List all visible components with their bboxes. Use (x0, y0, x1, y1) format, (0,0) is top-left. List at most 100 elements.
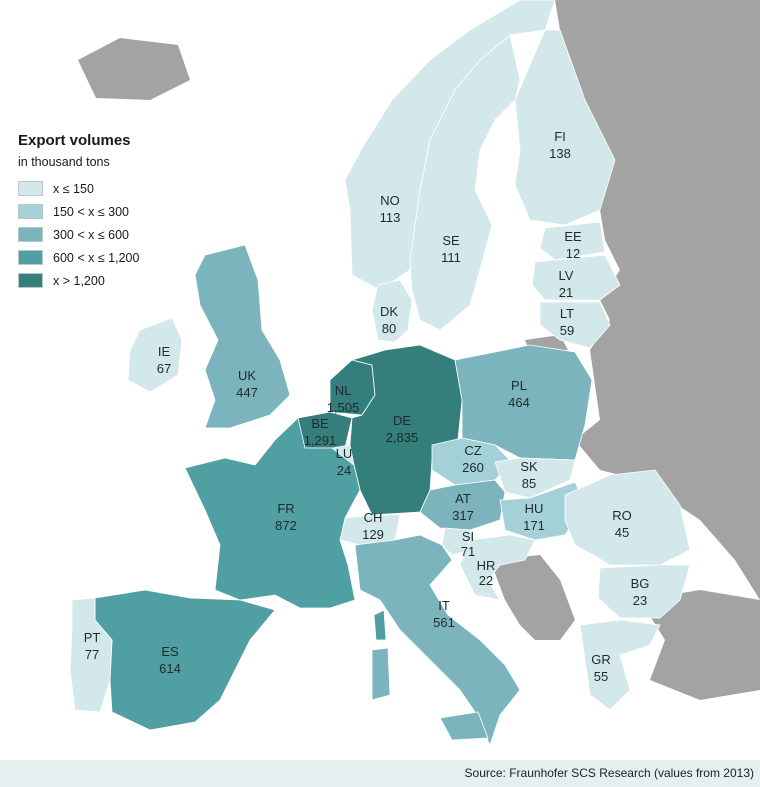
label-FI-value: 138 (549, 146, 571, 161)
legend-item: 150 < x ≤ 300 (18, 200, 218, 223)
label-LT-value: 59 (560, 323, 574, 338)
label-DK-code: DK (380, 304, 398, 319)
country-SE (409, 34, 521, 331)
country-GR (579, 619, 661, 711)
legend-label: 150 < x ≤ 300 (53, 204, 130, 219)
label-AT-code: AT (455, 491, 471, 506)
label-IT-code: IT (438, 598, 450, 613)
island-corsica (373, 609, 387, 641)
island-sardinia (371, 647, 391, 701)
country-IT (354, 534, 521, 747)
country-HR (459, 534, 536, 601)
label-HU-code: HU (525, 501, 544, 516)
country-DK (371, 279, 413, 343)
label-NL-value: 1,505 (327, 400, 360, 415)
country-PT (69, 597, 113, 713)
label-IE-value: 67 (157, 361, 171, 376)
label-NL-code: NL (335, 383, 352, 398)
label-HR-value: 22 (479, 573, 493, 588)
label-NO-value: 113 (380, 210, 401, 225)
label-PT-value: 77 (85, 647, 99, 662)
label-FR-value: 872 (275, 518, 297, 533)
country-UK (194, 244, 291, 429)
label-LT-code: LT (560, 306, 574, 321)
country-shapes (69, 0, 691, 747)
label-SE-value: 111 (441, 250, 461, 265)
legend-swatch (18, 273, 43, 288)
label-LV-value: 21 (559, 285, 573, 300)
label-BE-value: 1,291 (304, 433, 337, 448)
label-BG-value: 23 (633, 593, 647, 608)
country-ES (94, 589, 276, 731)
label-NO-code: NO (380, 193, 400, 208)
label-EE-value: 12 (566, 246, 580, 261)
label-DK-value: 80 (382, 321, 396, 336)
source-note: Source: Fraunhofer SCS Research (values … (464, 766, 754, 780)
label-SI-value: 71 (461, 544, 475, 559)
legend-label: x > 1,200 (53, 273, 105, 288)
label-SK-value: 85 (522, 476, 536, 491)
label-CZ-code: CZ (464, 443, 481, 458)
label-LU-code: LU (336, 446, 353, 461)
label-RO-code: RO (612, 508, 632, 523)
label-RO-value: 45 (615, 525, 629, 540)
label-HR-code: HR (477, 558, 496, 573)
island-sicily (439, 711, 489, 741)
legend-label: 300 < x ≤ 600 (53, 227, 130, 242)
europe-map: NO 113 SE 111 FI 138 EE 12 LV 21 LT 59 D… (69, 0, 760, 747)
non-data-land (78, 0, 760, 700)
label-PL-code: PL (511, 378, 527, 393)
label-FI-code: FI (554, 129, 566, 144)
label-DE-code: DE (393, 413, 411, 428)
label-PL-value: 464 (508, 395, 530, 410)
label-CH-value: 129 (362, 527, 384, 542)
country-EE (539, 221, 606, 261)
country-LT (539, 301, 611, 349)
label-GR-code: GR (591, 652, 611, 667)
legend-swatch (18, 250, 43, 265)
label-SK-code: SK (520, 459, 538, 474)
label-HU-value: 171 (523, 518, 545, 533)
label-GR-value: 55 (594, 669, 608, 684)
label-UK-value: 447 (236, 385, 258, 400)
country-labels: NO 113 SE 111 FI 138 EE 12 LV 21 LT 59 D… (84, 129, 650, 684)
legend-title: Export volumes (18, 132, 131, 149)
label-EE-code: EE (564, 229, 582, 244)
label-CZ-value: 260 (462, 460, 484, 475)
country-IE (127, 317, 183, 393)
legend-label: x ≤ 150 (53, 181, 94, 196)
label-BE-code: BE (311, 416, 329, 431)
country-FR (184, 417, 361, 609)
legend-item: x ≤ 150 (18, 177, 218, 200)
label-BG-code: BG (631, 576, 650, 591)
label-SI-code: SI (462, 529, 474, 544)
label-LV-code: LV (559, 268, 574, 283)
label-IE-code: IE (158, 344, 171, 359)
legend-subtitle: in thousand tons (18, 155, 110, 169)
label-ES-code: ES (161, 644, 179, 659)
legend-item: 300 < x ≤ 600 (18, 223, 218, 246)
label-FR-code: FR (277, 501, 294, 516)
legend: Export volumes in thousand tons x ≤ 150 … (18, 132, 218, 292)
label-CH-code: CH (364, 510, 383, 525)
label-PT-code: PT (84, 630, 101, 645)
label-AT-value: 317 (452, 508, 474, 523)
label-SE-code: SE (442, 233, 460, 248)
country-FI (514, 29, 616, 226)
legend-label: 600 < x ≤ 1,200 (53, 250, 140, 265)
label-DE-value: 2,835 (386, 430, 419, 445)
country-DE (349, 344, 463, 516)
legend-item: 600 < x ≤ 1,200 (18, 246, 218, 269)
country-LV (531, 254, 621, 301)
country-BG (597, 564, 691, 619)
legend-swatch (18, 204, 43, 219)
label-UK-code: UK (238, 368, 256, 383)
label-IT-value: 561 (433, 615, 455, 630)
legend-swatch (18, 227, 43, 242)
country-RO (564, 469, 691, 566)
label-ES-value: 614 (159, 661, 181, 676)
legend-swatch (18, 181, 43, 196)
legend-item: x > 1,200 (18, 269, 218, 292)
label-LU-value: 24 (337, 463, 351, 478)
footer-bar: Source: Fraunhofer SCS Research (values … (0, 760, 760, 787)
